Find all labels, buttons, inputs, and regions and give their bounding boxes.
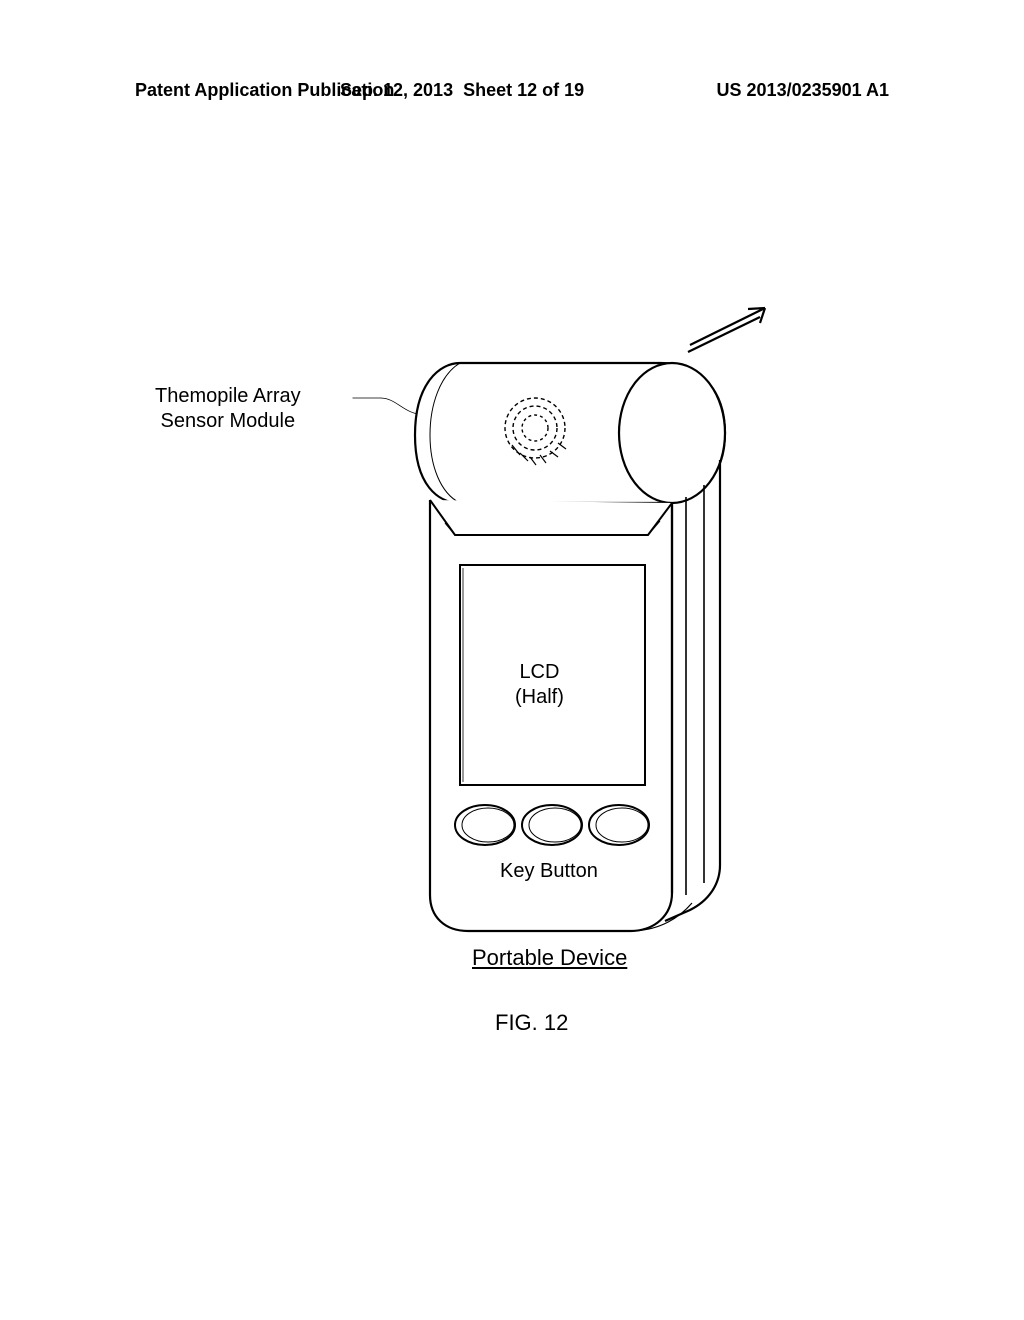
key-buttons (455, 805, 649, 845)
sensor-cylinder (415, 363, 725, 503)
page-header: Patent Application Publication Sep. 12, … (0, 80, 1024, 101)
figure-number: FIG. 12 (495, 1010, 568, 1036)
portable-device-caption: Portable Device (472, 945, 627, 971)
sensor-module-label: Themopile Array Sensor Module (155, 384, 301, 434)
lcd-label: LCD (Half) (515, 660, 564, 710)
key-button-1[interactable] (455, 805, 515, 845)
direction-arrow-icon (688, 308, 765, 352)
pubno-label: US 2013/0235901 A1 (717, 80, 889, 101)
key-button-3[interactable] (589, 805, 649, 845)
date-sheet-label: Sep. 12, 2013 Sheet 12 of 19 (340, 80, 584, 101)
device-figure (360, 305, 820, 1005)
key-button-2[interactable] (522, 805, 582, 845)
key-button-label: Key Button (500, 860, 598, 883)
